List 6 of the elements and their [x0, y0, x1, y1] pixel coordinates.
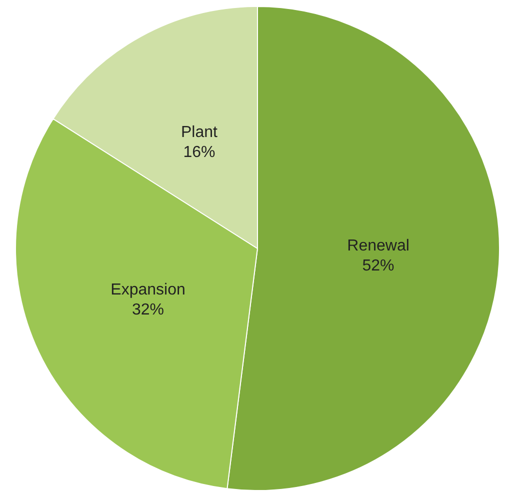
- slice-label: Plant: [180, 124, 218, 141]
- data-label: 16%: [183, 144, 216, 161]
- slice-label: Expansion: [110, 281, 186, 298]
- slice-label: Renewal: [347, 238, 410, 255]
- data-label: 52%: [362, 258, 394, 275]
- data-label: 32%: [132, 301, 164, 318]
